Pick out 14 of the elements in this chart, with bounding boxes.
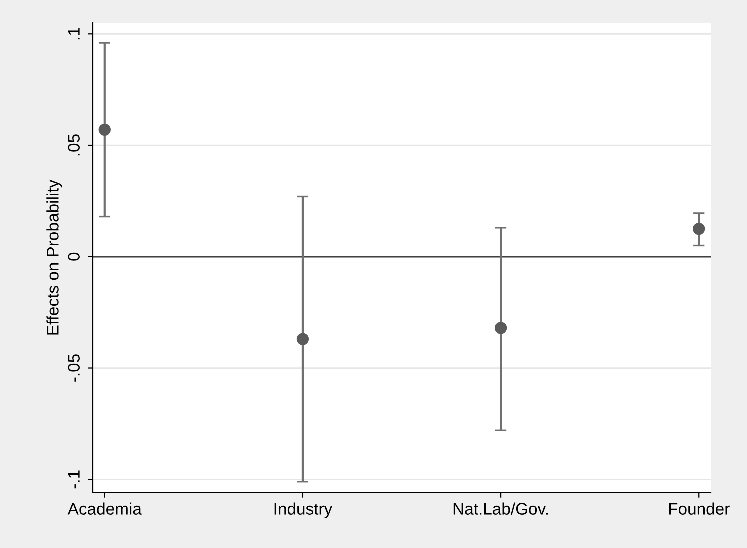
x-tick-label: Founder bbox=[669, 502, 730, 515]
y-tick-label: .05 bbox=[68, 134, 80, 156]
y-tick-label: -.05 bbox=[68, 354, 80, 382]
x-tick-label: Nat.Lab/Gov. bbox=[454, 502, 548, 515]
x-tick-label: Industry bbox=[274, 502, 333, 518]
y-tick-label: -.1 bbox=[68, 470, 80, 489]
point bbox=[693, 222, 706, 236]
x-tick-label: Academia bbox=[68, 502, 142, 515]
y-tick-label: .1 bbox=[68, 28, 80, 40]
y-axis-title: Effects on Probability bbox=[46, 180, 62, 335]
y-tick-label: 0 bbox=[68, 252, 80, 261]
point bbox=[296, 333, 310, 346]
point bbox=[494, 322, 508, 334]
point bbox=[98, 124, 111, 136]
